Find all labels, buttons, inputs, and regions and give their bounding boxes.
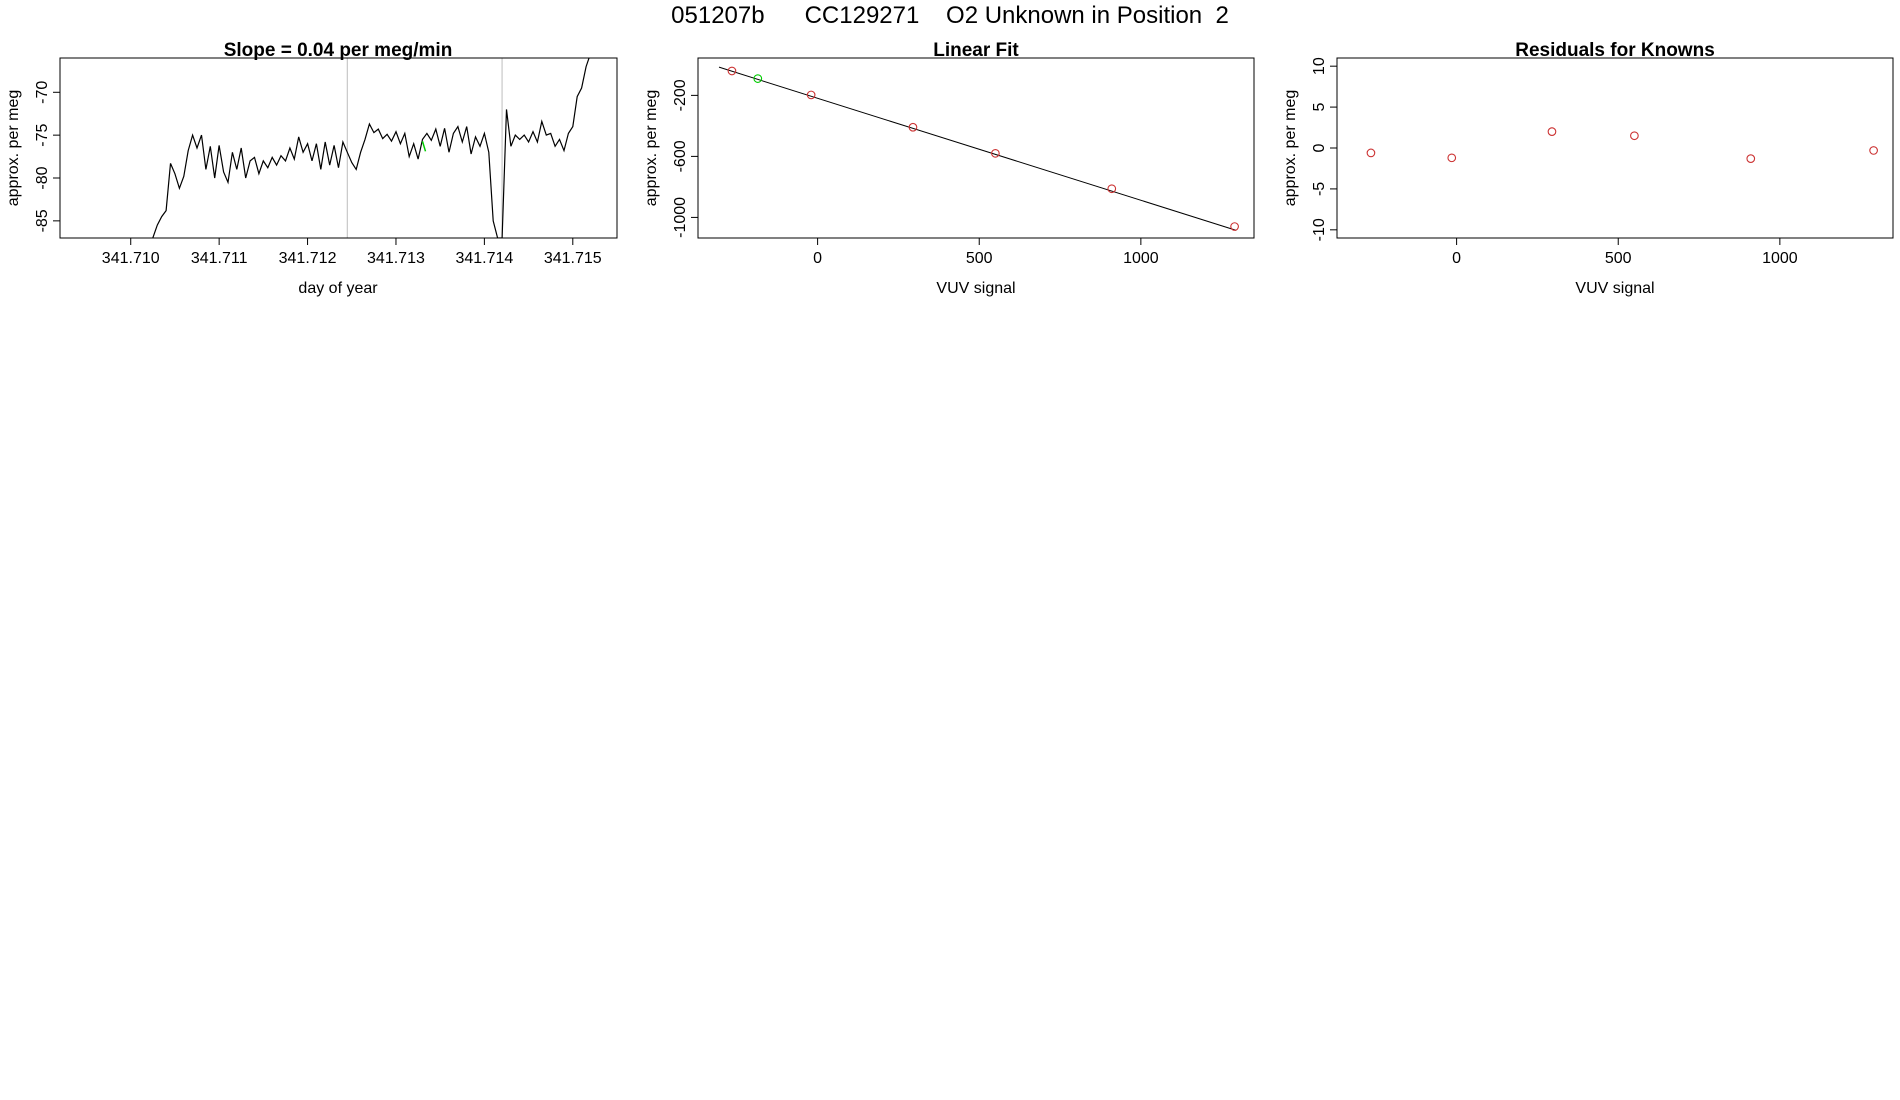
- plot-frame: [697, 57, 1255, 239]
- known-point: [1547, 127, 1557, 136]
- known-point: [1107, 184, 1117, 194]
- y-tick-label: 5: [1311, 103, 1328, 112]
- known-point: [991, 148, 1000, 158]
- unknown-point: [753, 74, 763, 83]
- y-axis-label: approx. per meg: [643, 90, 660, 207]
- known-point: [1230, 222, 1239, 231]
- panel-linear-fit: Linear Fit VUV signal approx. per meg 0 5…: [643, 40, 1255, 297]
- plot-marks: 0 500 1000 -10 -5 0 5 10: [1311, 57, 1878, 267]
- x-tick-label: 341.714: [455, 250, 513, 267]
- y-tick-label: -70: [34, 81, 51, 104]
- x-tick-label: 1000: [1123, 250, 1159, 267]
- x-tick-label: 341.715: [544, 250, 602, 267]
- known-point: [1366, 148, 1376, 158]
- x-tick-label: 0: [813, 250, 822, 267]
- x-tick-label: 341.710: [102, 250, 160, 267]
- fit-line: [718, 66, 1237, 231]
- y-tick-label: -5: [1311, 182, 1328, 196]
- x-tick-label: 341.711: [191, 250, 248, 267]
- y-tick-label: -85: [34, 209, 51, 232]
- y-tick-label: -75: [34, 123, 51, 146]
- y-tick-label: 0: [1311, 143, 1328, 152]
- plot-area: [152, 58, 590, 238]
- plot-marks: 0 500 1000 -1000 -600 -200: [672, 66, 1239, 267]
- known-point: [1447, 153, 1457, 163]
- plot-area: [1366, 127, 1878, 163]
- y-tick-label: -200: [672, 79, 689, 111]
- x-tick-label: 0: [1452, 250, 1461, 267]
- known-point: [1630, 131, 1639, 141]
- y-axis-label: approx. per meg: [1282, 90, 1299, 207]
- highlight-mark: [421, 141, 427, 152]
- x-tick-label: 500: [966, 250, 993, 267]
- panel-title: Residuals for Knowns: [1515, 40, 1715, 61]
- plot-frame: [59, 57, 618, 239]
- panel-time-series: Slope = 0.04 per meg/min day of year app…: [5, 40, 618, 297]
- plot-area: [718, 66, 1239, 231]
- known-point: [727, 66, 737, 76]
- plot-frame: [1336, 57, 1894, 239]
- page-title: 051207b CC129271 O2 Unknown in Position …: [671, 2, 1229, 29]
- x-axis-label: VUV signal: [1575, 280, 1654, 297]
- x-tick-label: 1000: [1762, 250, 1798, 267]
- y-tick-label: -1000: [672, 197, 689, 238]
- y-tick-label: 10: [1311, 57, 1328, 75]
- known-point: [806, 90, 816, 100]
- y-tick-label: -10: [1311, 218, 1328, 241]
- known-point: [1869, 146, 1878, 155]
- x-axis-label: VUV signal: [936, 280, 1015, 297]
- known-point: [908, 122, 918, 132]
- panel-title: Slope = 0.04 per meg/min: [224, 40, 453, 61]
- panel-residuals: Residuals for Knowns VUV signal approx. …: [1282, 40, 1894, 297]
- x-tick-label: 500: [1605, 250, 1632, 267]
- x-tick-label: 341.713: [367, 250, 425, 267]
- y-tick-label: -80: [34, 166, 51, 189]
- figure: Slope = 0.04 per meg/min day of year app…: [5, 40, 1894, 297]
- known-point: [1746, 154, 1756, 163]
- panel-title: Linear Fit: [933, 40, 1019, 61]
- x-axis-label: day of year: [298, 280, 378, 297]
- x-tick-label: 341.712: [279, 250, 337, 267]
- y-axis-label: approx. per meg: [5, 90, 22, 207]
- y-tick-label: -600: [672, 140, 689, 172]
- plot-marks: 341.710 341.711 341.712 341.713 341.714 341.7…: [34, 58, 602, 267]
- series-line: [152, 58, 590, 238]
